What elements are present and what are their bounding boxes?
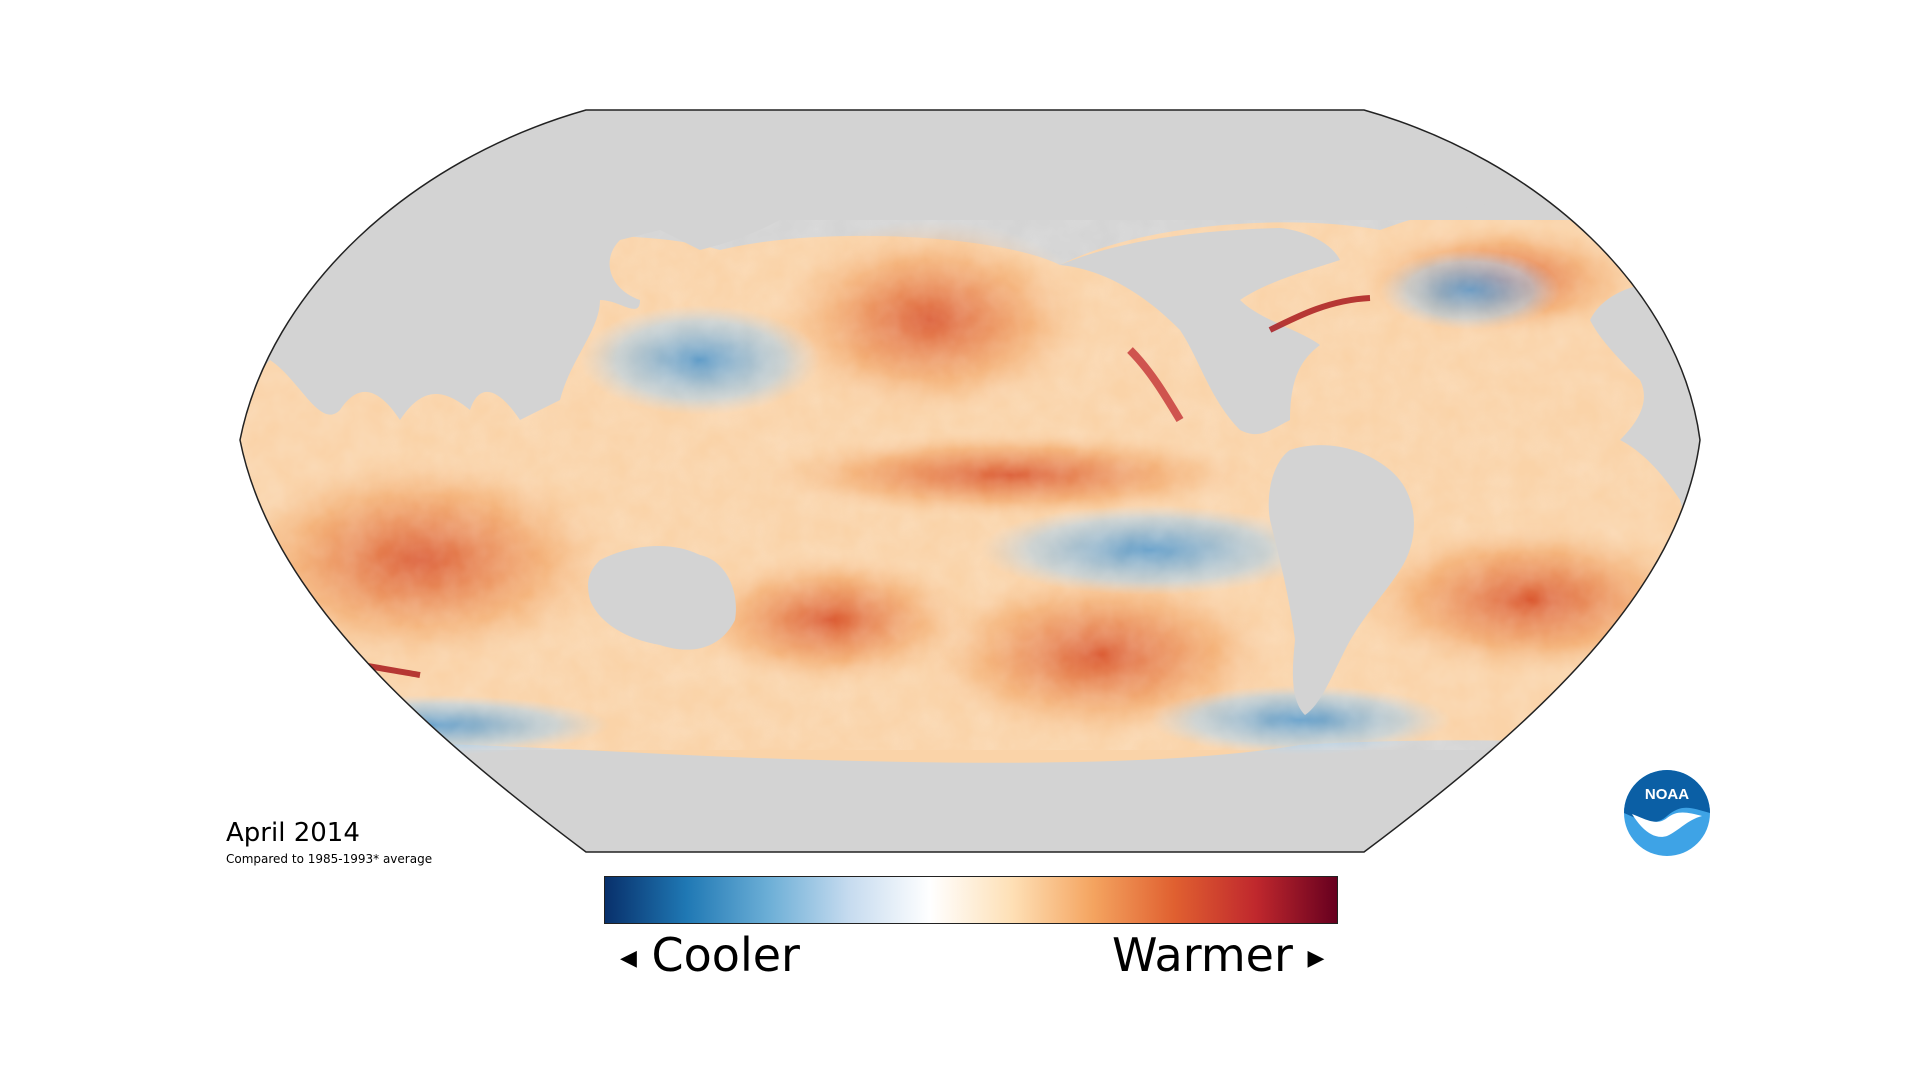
south-america-land (1268, 445, 1414, 715)
warmer-label: Warmer (1112, 928, 1293, 982)
australia-land (588, 545, 736, 650)
logo-bird-icon (1632, 812, 1702, 837)
noaa-logo: NOAA (1624, 770, 1710, 856)
hotspot-california (1127, 347, 1184, 423)
cooler-label-group: ◀ Cooler (620, 928, 800, 982)
antarctica (240, 740, 1700, 852)
logo-text: NOAA (1645, 786, 1689, 803)
globe-frame (240, 110, 1700, 852)
hotspot-brazil-current (1639, 637, 1700, 652)
date-label: April 2014 (226, 818, 360, 848)
left-arrow-icon: ◀ (620, 946, 637, 971)
warmer-label-group: Warmer ▶ (1112, 928, 1324, 982)
asia-africa-land (240, 210, 780, 420)
logo-top-half (1624, 770, 1710, 823)
north-america-land (1060, 228, 1340, 435)
color-scale-bar (604, 876, 1338, 924)
right-arrow-icon: ▶ (1307, 946, 1325, 971)
baseline-subtitle: Compared to 1985-1993* average (226, 852, 433, 866)
hotspot-gulf-stream (1268, 295, 1371, 333)
globe-outline (239, 109, 1701, 853)
cooler-label: Cooler (651, 928, 800, 982)
